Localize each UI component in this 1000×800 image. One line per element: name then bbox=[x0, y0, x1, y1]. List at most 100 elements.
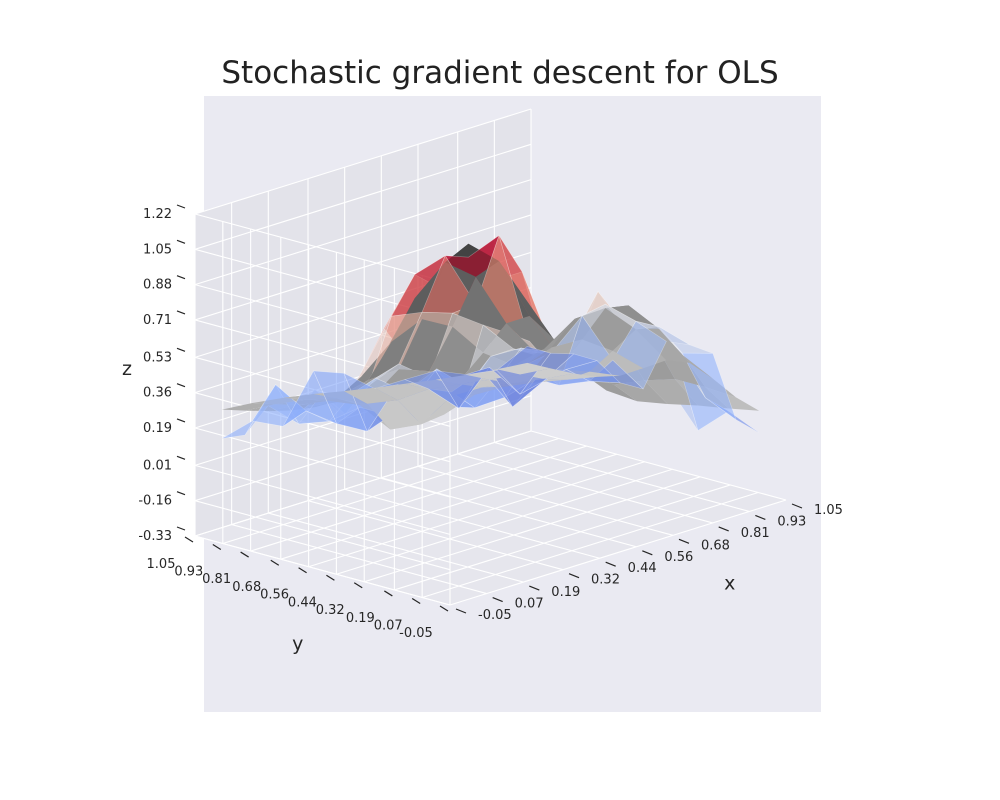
chart-title: Stochastic gradient descent for OLS bbox=[221, 55, 779, 91]
z-tick-label: 0.71 bbox=[143, 313, 172, 328]
z-tick-mark bbox=[176, 310, 186, 315]
tick-labels: -0.050.070.190.320.440.560.680.810.931.0… bbox=[122, 207, 843, 655]
x-tick-label: 0.68 bbox=[701, 538, 730, 553]
grid-line-y-floor bbox=[280, 453, 617, 560]
y-tick-mark bbox=[298, 567, 307, 574]
z-tick-label: -0.16 bbox=[138, 494, 172, 509]
x-tick-mark bbox=[529, 585, 540, 591]
z-tick-label: 1.22 bbox=[143, 207, 172, 222]
fitted-surface-face bbox=[605, 305, 659, 330]
y-tick-label: 1.05 bbox=[147, 557, 176, 572]
y-tick-mark bbox=[384, 590, 393, 597]
grid-line-z-back bbox=[194, 395, 532, 502]
x-tick-label: -0.05 bbox=[478, 608, 512, 623]
y-tick-mark bbox=[212, 544, 222, 551]
tick-marks bbox=[176, 204, 803, 614]
grid-line-x-floor bbox=[381, 477, 637, 548]
fitted-surface-face bbox=[221, 403, 276, 411]
grid-line-x-floor bbox=[231, 524, 487, 595]
z-tick-label: 0.53 bbox=[143, 350, 172, 365]
grid-line-y-floor bbox=[364, 476, 701, 583]
floor-pane bbox=[195, 431, 786, 605]
x-tick-mark bbox=[455, 608, 467, 614]
grid-line-y-floor bbox=[394, 484, 731, 591]
y-axis-label: y bbox=[292, 633, 303, 655]
grid-line-x-floor bbox=[457, 453, 713, 524]
grid-line-z-side bbox=[194, 500, 451, 571]
y-tick-label: 0.32 bbox=[316, 603, 345, 618]
grid-line-z-back bbox=[194, 108, 532, 215]
fitted-surface-face bbox=[368, 319, 422, 380]
z-axis-label: z bbox=[122, 358, 132, 380]
y-tick-mark bbox=[184, 536, 194, 543]
y-tick-mark bbox=[353, 582, 363, 589]
x-tick-label: 0.56 bbox=[664, 550, 693, 565]
grid-line-x-floor bbox=[268, 512, 524, 583]
z-tick-label: -0.33 bbox=[138, 529, 172, 544]
fitted-surface-face bbox=[496, 362, 551, 375]
z-tick-mark bbox=[176, 418, 186, 423]
z-tick-label: 0.88 bbox=[143, 278, 172, 293]
x-tick-mark bbox=[678, 538, 690, 544]
y-tick-label: 0.68 bbox=[232, 580, 261, 595]
grid-line-z-back bbox=[194, 179, 532, 286]
z-tick-label: 1.05 bbox=[143, 242, 172, 257]
x-tick-mark bbox=[755, 514, 766, 521]
fitted-surface-face bbox=[398, 319, 453, 372]
grid-line-x-floor bbox=[307, 500, 564, 571]
grid-line-z-back bbox=[194, 214, 532, 321]
grid-line-z-side bbox=[194, 392, 451, 463]
z-tick-mark bbox=[176, 491, 186, 496]
grid-line-z-side bbox=[194, 535, 451, 606]
grid-line-z-side bbox=[194, 213, 451, 284]
fitted-surface-face bbox=[613, 380, 668, 404]
y-tick-mark bbox=[439, 605, 449, 612]
z-tick-mark bbox=[176, 204, 186, 209]
x-tick-label: 0.44 bbox=[628, 561, 657, 576]
y-tick-label: -0.05 bbox=[399, 626, 433, 641]
grid-line-y-floor bbox=[336, 468, 673, 575]
z-tick-mark bbox=[176, 239, 186, 244]
y-tick-mark bbox=[270, 559, 280, 566]
y-tick-label: 0.07 bbox=[374, 618, 403, 633]
z-tick-mark bbox=[176, 383, 186, 388]
y-tick-label: 0.81 bbox=[202, 572, 231, 587]
y-tick-label: 0.56 bbox=[260, 588, 289, 603]
x-tick-mark bbox=[492, 596, 503, 603]
x-tick-label: 0.19 bbox=[551, 585, 580, 600]
fitted-surface-face bbox=[429, 326, 484, 381]
grid-line-y-floor bbox=[250, 445, 587, 552]
x-tick-mark bbox=[791, 503, 803, 509]
grid-line-y-floor bbox=[308, 461, 645, 568]
y-tick-label: 0.19 bbox=[346, 611, 375, 626]
y-tick-mark bbox=[240, 551, 249, 558]
z-tick-label: 0.36 bbox=[143, 386, 172, 401]
x-tick-label: 0.81 bbox=[741, 526, 770, 541]
grid-line-z-back bbox=[194, 143, 532, 250]
z-tick-label: 0.01 bbox=[143, 458, 172, 473]
x-tick-mark bbox=[605, 561, 616, 567]
z-tick-mark bbox=[176, 455, 186, 460]
y-tick-mark bbox=[326, 574, 335, 581]
grid-line-z-back bbox=[194, 430, 532, 537]
grid-line-z-side bbox=[194, 464, 451, 535]
surfaces bbox=[221, 234, 760, 439]
y-tick-label: 0.44 bbox=[288, 595, 317, 610]
fitted-surface-face bbox=[499, 261, 553, 338]
z-tick-label: 0.19 bbox=[143, 421, 172, 436]
fitted-surface-face bbox=[344, 387, 398, 404]
x-tick-label: 0.93 bbox=[777, 514, 806, 529]
grid-line-y-floor bbox=[449, 499, 787, 606]
grid-line-x-floor bbox=[344, 488, 600, 559]
grid-line-x-floor bbox=[530, 430, 787, 501]
x-tick-mark bbox=[642, 550, 653, 556]
x-tick-mark bbox=[568, 573, 580, 579]
fitted-surface-face bbox=[374, 383, 429, 401]
fitted-surface-face bbox=[520, 368, 574, 379]
y-tick-mark bbox=[411, 597, 421, 604]
grid-line-y-floor bbox=[222, 438, 559, 545]
y-tick-label: 0.93 bbox=[174, 565, 203, 580]
x-tick-mark bbox=[718, 526, 729, 532]
fitted-surface-face bbox=[644, 379, 698, 406]
